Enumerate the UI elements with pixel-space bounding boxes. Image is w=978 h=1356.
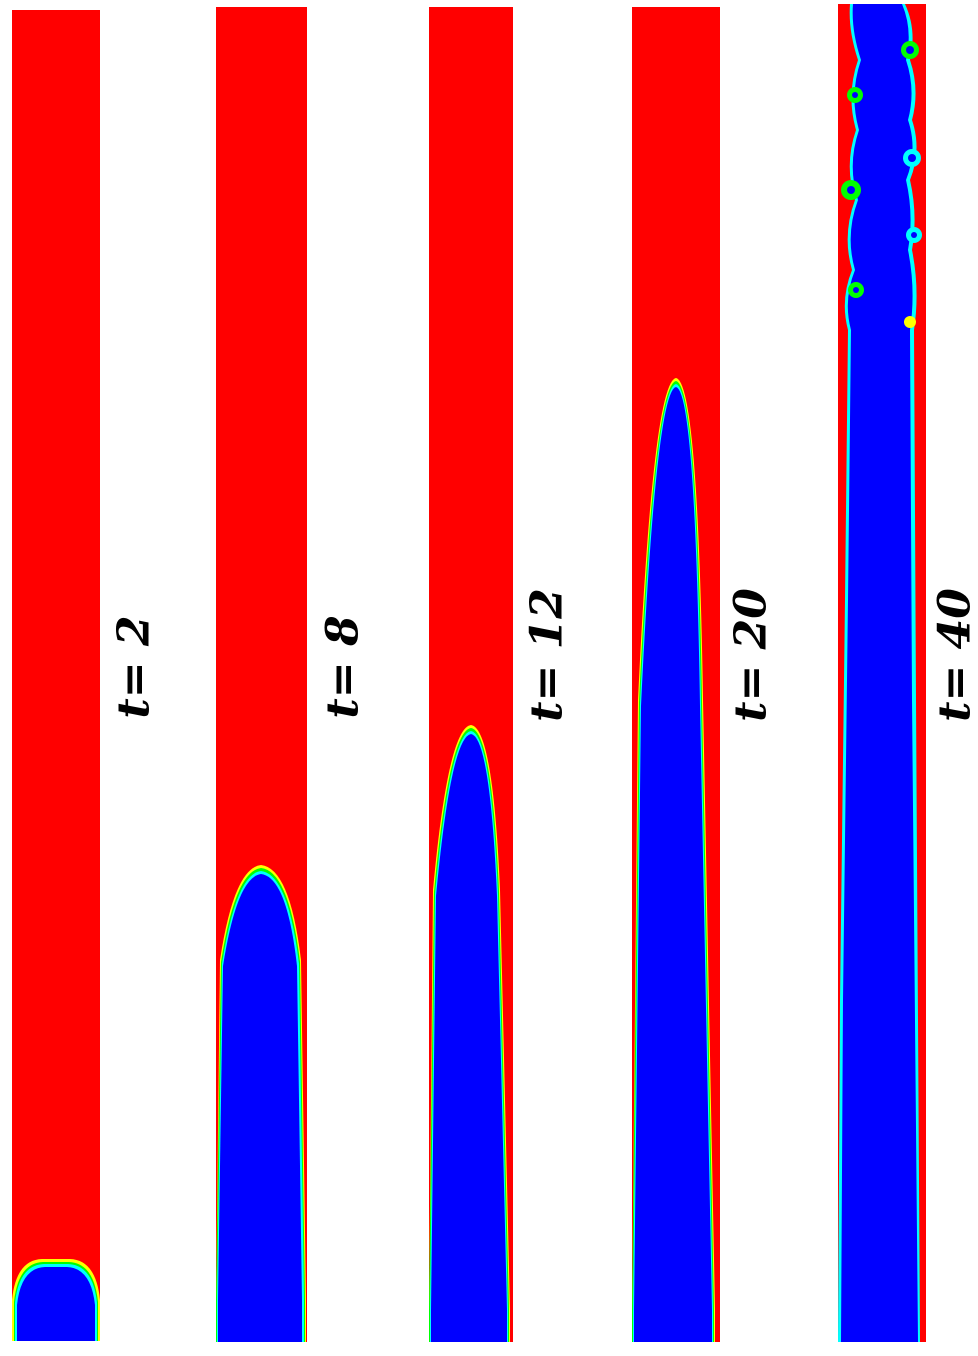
time-label-text: t= 8 bbox=[318, 615, 369, 718]
vortex-core bbox=[852, 92, 858, 98]
time-label-text: t= 12 bbox=[522, 588, 573, 722]
vortex-core bbox=[911, 232, 917, 238]
vortex-core bbox=[908, 154, 916, 162]
time-label-t2: t= 2 bbox=[104, 592, 164, 742]
panel-t2 bbox=[12, 10, 100, 1341]
panel-t20 bbox=[632, 7, 720, 1342]
time-label-t8: t= 8 bbox=[313, 592, 373, 742]
panel-t8 bbox=[216, 7, 307, 1342]
time-label-text: t= 2 bbox=[109, 615, 160, 718]
time-label-text: t= 20 bbox=[726, 588, 777, 722]
time-label-t20: t= 20 bbox=[721, 580, 781, 730]
vortex-swirl bbox=[904, 316, 916, 328]
panel-t40 bbox=[838, 4, 926, 1342]
time-label-t40: t= 40 bbox=[925, 580, 978, 730]
time-label-text: t= 40 bbox=[930, 588, 978, 722]
time-label-t12: t= 12 bbox=[517, 580, 577, 730]
outer-fluid-region bbox=[12, 10, 100, 1341]
inner-fluid-region bbox=[17, 1267, 95, 1341]
vortex-core bbox=[847, 186, 855, 194]
vortex-core bbox=[853, 287, 859, 293]
inner-fluid-region bbox=[218, 874, 302, 1342]
panel-t12 bbox=[429, 7, 513, 1342]
vortex-core bbox=[906, 46, 914, 54]
